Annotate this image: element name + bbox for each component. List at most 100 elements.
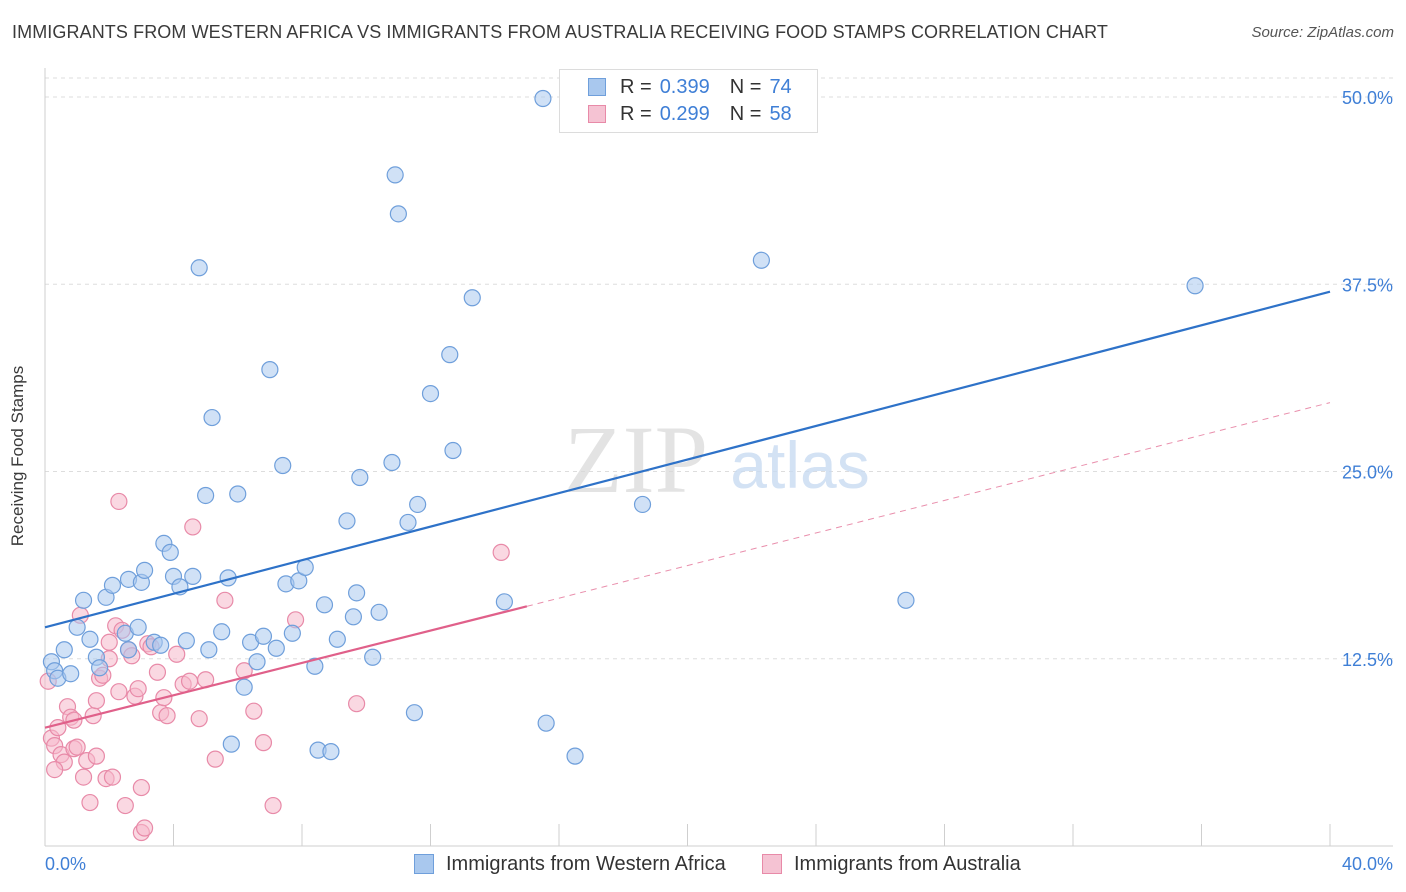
western-africa-point bbox=[463, 289, 481, 307]
western-africa-point bbox=[537, 714, 555, 732]
australia-point bbox=[492, 543, 510, 561]
western-africa-point bbox=[441, 346, 459, 364]
western-africa-point bbox=[55, 641, 73, 659]
y-tick-label: 12.5% bbox=[1342, 650, 1393, 670]
western-africa-point bbox=[152, 636, 170, 654]
legend-r-value: 0.399 bbox=[659, 75, 710, 98]
western-africa-point bbox=[190, 259, 208, 277]
legend-row-australia: R = 0.299 N = 58 bbox=[588, 102, 792, 126]
bottom-legend-swatch-blue bbox=[414, 854, 434, 874]
western-africa-point bbox=[197, 486, 215, 505]
legend-r-value: 0.299 bbox=[659, 102, 710, 125]
australia-point bbox=[110, 683, 128, 701]
australia-point bbox=[132, 778, 150, 797]
western-africa-point bbox=[177, 632, 195, 650]
western-africa-point bbox=[229, 485, 247, 503]
legend-r-label: R = bbox=[620, 75, 652, 98]
australia-point bbox=[206, 750, 224, 768]
australia-point bbox=[348, 695, 366, 713]
series-australia-points bbox=[39, 492, 510, 842]
australia-point bbox=[87, 747, 106, 765]
australia-point bbox=[135, 819, 154, 837]
watermark-atlas: atlas bbox=[730, 428, 869, 502]
western-africa-point bbox=[421, 385, 440, 403]
legend-swatch-blue bbox=[588, 78, 606, 96]
western-africa-point bbox=[306, 657, 324, 675]
western-africa-point bbox=[370, 603, 388, 621]
western-africa-point bbox=[897, 591, 915, 609]
australia-point bbox=[168, 645, 186, 663]
australia-point bbox=[87, 692, 106, 710]
bottom-legend-label-pink: Immigrants from Australia bbox=[794, 852, 1021, 875]
australia-point bbox=[264, 796, 282, 815]
y-tick-label: 25.0% bbox=[1342, 463, 1393, 483]
australia-point bbox=[180, 672, 199, 690]
western-africa-point bbox=[184, 567, 202, 585]
western-africa-point bbox=[534, 89, 552, 108]
australia-point bbox=[110, 492, 128, 511]
western-africa-point bbox=[399, 513, 417, 532]
western-africa-point bbox=[119, 641, 138, 659]
western-africa-point bbox=[267, 639, 285, 657]
australia-point bbox=[184, 518, 202, 536]
legend-swatch-pink bbox=[588, 105, 606, 123]
grid-lines bbox=[45, 77, 1393, 660]
y-tick-label: 37.5% bbox=[1342, 275, 1393, 295]
western-africa-point bbox=[103, 576, 122, 594]
western-africa-point bbox=[161, 543, 179, 561]
x-tick-label-max: 40.0% bbox=[1342, 854, 1393, 874]
australia-point bbox=[116, 796, 134, 815]
western-africa-point bbox=[364, 648, 382, 666]
western-africa-point bbox=[203, 408, 221, 427]
western-africa-point bbox=[74, 591, 93, 609]
western-africa-point bbox=[344, 608, 362, 626]
western-africa-point bbox=[351, 468, 369, 487]
western-africa-point bbox=[254, 627, 273, 645]
trend-line-australia bbox=[44, 605, 528, 729]
australia-point bbox=[100, 633, 118, 651]
correlation-legend: R = 0.399 N = 74 R = 0.299 N = 58 bbox=[559, 69, 818, 133]
western-africa-point bbox=[213, 623, 231, 641]
bottom-legend-western-africa: Immigrants from Western Africa bbox=[414, 852, 726, 876]
western-africa-point bbox=[261, 361, 279, 379]
legend-r-label: R = bbox=[620, 102, 652, 125]
western-africa-point bbox=[389, 205, 407, 223]
legend-n-label: N = bbox=[729, 75, 762, 98]
western-africa-point bbox=[409, 495, 427, 514]
western-africa-point bbox=[81, 630, 99, 648]
legend-row-western-africa: R = 0.399 N = 74 bbox=[588, 75, 792, 99]
western-africa-point bbox=[274, 456, 292, 475]
y-axis-label: Receiving Food Stamps bbox=[8, 365, 27, 547]
australia-point bbox=[158, 707, 176, 725]
legend-n-value: 58 bbox=[769, 102, 792, 125]
western-africa-point bbox=[633, 495, 652, 514]
western-africa-point bbox=[200, 641, 218, 659]
axes bbox=[44, 68, 1393, 847]
western-africa-point bbox=[495, 593, 513, 611]
western-africa-point bbox=[405, 704, 424, 722]
australia-point bbox=[254, 734, 273, 752]
western-africa-point bbox=[386, 166, 404, 184]
bottom-legend-australia: Immigrants from Australia bbox=[762, 852, 1021, 876]
western-africa-point bbox=[383, 453, 401, 472]
western-africa-point bbox=[235, 678, 253, 696]
western-africa-point bbox=[68, 618, 86, 636]
western-africa-point bbox=[91, 659, 109, 677]
western-africa-point bbox=[283, 624, 301, 642]
bottom-legend-label-blue: Immigrants from Western Africa bbox=[446, 852, 726, 875]
western-africa-point bbox=[328, 630, 346, 648]
western-africa-point bbox=[566, 747, 584, 765]
western-africa-point bbox=[248, 653, 266, 671]
western-africa-point bbox=[129, 618, 147, 636]
western-africa-point bbox=[135, 561, 154, 579]
chart-title: IMMIGRANTS FROM WESTERN AFRICA VS IMMIGR… bbox=[12, 22, 1108, 42]
western-africa-point bbox=[315, 596, 334, 614]
western-africa-point bbox=[222, 735, 240, 753]
australia-point bbox=[68, 738, 86, 756]
legend-n-label: N = bbox=[729, 102, 762, 125]
australia-point bbox=[245, 702, 263, 720]
australia-point bbox=[216, 591, 234, 609]
western-africa-point bbox=[752, 251, 770, 269]
y-tick-label: 50.0% bbox=[1342, 88, 1393, 108]
